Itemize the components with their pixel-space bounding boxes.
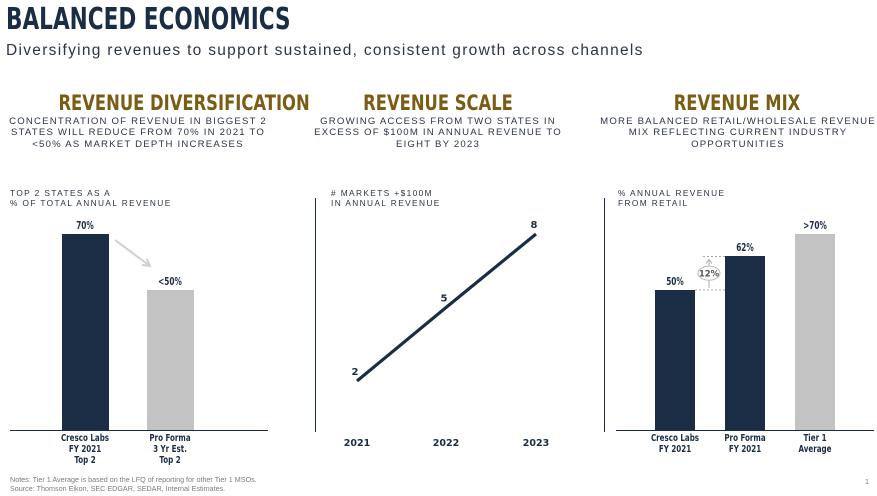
revenue-mix-heading: REVENUE MIX bbox=[673, 91, 801, 115]
chart-3-caption-line2: FROM RETAIL bbox=[618, 198, 689, 209]
mix-category-label-3: Tier 1 Average bbox=[798, 433, 832, 455]
diversification-category-label-2: Pro Forma 3 Yr Est. Top 2 bbox=[149, 433, 191, 466]
scale-point-label-3: 8 bbox=[531, 220, 538, 231]
revenue-diversification-description: CONCENTRATION OF REVENUE IN BIGGEST 2 ST… bbox=[9, 116, 267, 150]
delta-badge bbox=[697, 265, 721, 281]
scale-x-tick-1: 2021 bbox=[344, 438, 370, 449]
chart-2-caption-line1: # MARKETS +$100M bbox=[331, 188, 433, 198]
scale-series-line bbox=[355, 232, 538, 383]
reduction-arrow-head bbox=[141, 258, 152, 268]
notes-line: Notes: Tier 1 Average is based on the LF… bbox=[10, 475, 257, 484]
chart-3-baseline bbox=[616, 430, 874, 431]
footnotes: Notes: Tier 1 Average is based on the LF… bbox=[10, 475, 257, 493]
source-line: Source: Thomson Eikon, SEC EDGAR, SEDAR,… bbox=[10, 484, 226, 493]
revenue-scale-heading: REVENUE SCALE bbox=[363, 91, 513, 115]
mix-value-label-3: >70% bbox=[803, 220, 827, 232]
chart-1-caption-line2: % OF TOTAL ANNUAL REVENUE bbox=[10, 198, 172, 209]
diversification-category-label-1: Cresco Labs FY 2021 Top 2 bbox=[60, 433, 110, 466]
revenue-scale-description: GROWING ACCESS FROM TWO STATES IN EXCESS… bbox=[314, 116, 562, 150]
page-subtitle: Diversifying revenues to support sustain… bbox=[6, 42, 644, 59]
diversification-bar-1 bbox=[61, 234, 109, 430]
scale-x-tick-3: 2023 bbox=[523, 438, 549, 449]
delta-label: 12% bbox=[699, 269, 720, 279]
chart-1-caption-line1: TOP 2 STATES AS A bbox=[10, 188, 112, 198]
page-title: BALANCED ECONOMICS bbox=[6, 2, 291, 37]
mix-bar-2 bbox=[725, 256, 765, 430]
mix-value-label-2: 62% bbox=[736, 242, 754, 255]
chart-2-caption-line2: IN ANNUAL REVENUE bbox=[331, 198, 441, 209]
diversification-value-label-2: <50% bbox=[158, 276, 182, 288]
mix-bar-3 bbox=[795, 234, 835, 430]
divider-left bbox=[315, 198, 317, 432]
scale-point-label-2: 5 bbox=[441, 294, 448, 305]
reduction-arrow-shaft bbox=[114, 239, 151, 267]
chart-1-baseline bbox=[10, 430, 268, 431]
mix-bar-1 bbox=[655, 290, 695, 430]
chart-3-caption: % ANNUAL REVENUE FROM RETAIL bbox=[618, 188, 725, 209]
chart-1-caption: TOP 2 STATES AS A % OF TOTAL ANNUAL REVE… bbox=[10, 188, 172, 209]
revenue-mix-description: MORE BALANCED RETAIL/WHOLESALE REVENUE M… bbox=[600, 116, 876, 150]
chart-3-caption-line1: % ANNUAL REVENUE bbox=[618, 188, 726, 198]
divider-right bbox=[604, 198, 606, 432]
page-number: 1 bbox=[864, 477, 869, 486]
chart-2-caption: # MARKETS +$100M IN ANNUAL REVENUE bbox=[331, 188, 441, 209]
diversification-value-label-1: 70% bbox=[76, 220, 94, 232]
delta-arrow-head bbox=[705, 258, 713, 264]
mix-value-label-1: 50% bbox=[666, 276, 684, 288]
diversification-bar-2 bbox=[146, 290, 194, 430]
mix-category-label-2: Pro Forma FY 2021 bbox=[724, 433, 766, 455]
scale-x-tick-2: 2022 bbox=[433, 438, 459, 449]
scale-point-label-1: 2 bbox=[352, 367, 359, 378]
mix-category-label-1: Cresco Labs FY 2021 bbox=[650, 433, 700, 455]
